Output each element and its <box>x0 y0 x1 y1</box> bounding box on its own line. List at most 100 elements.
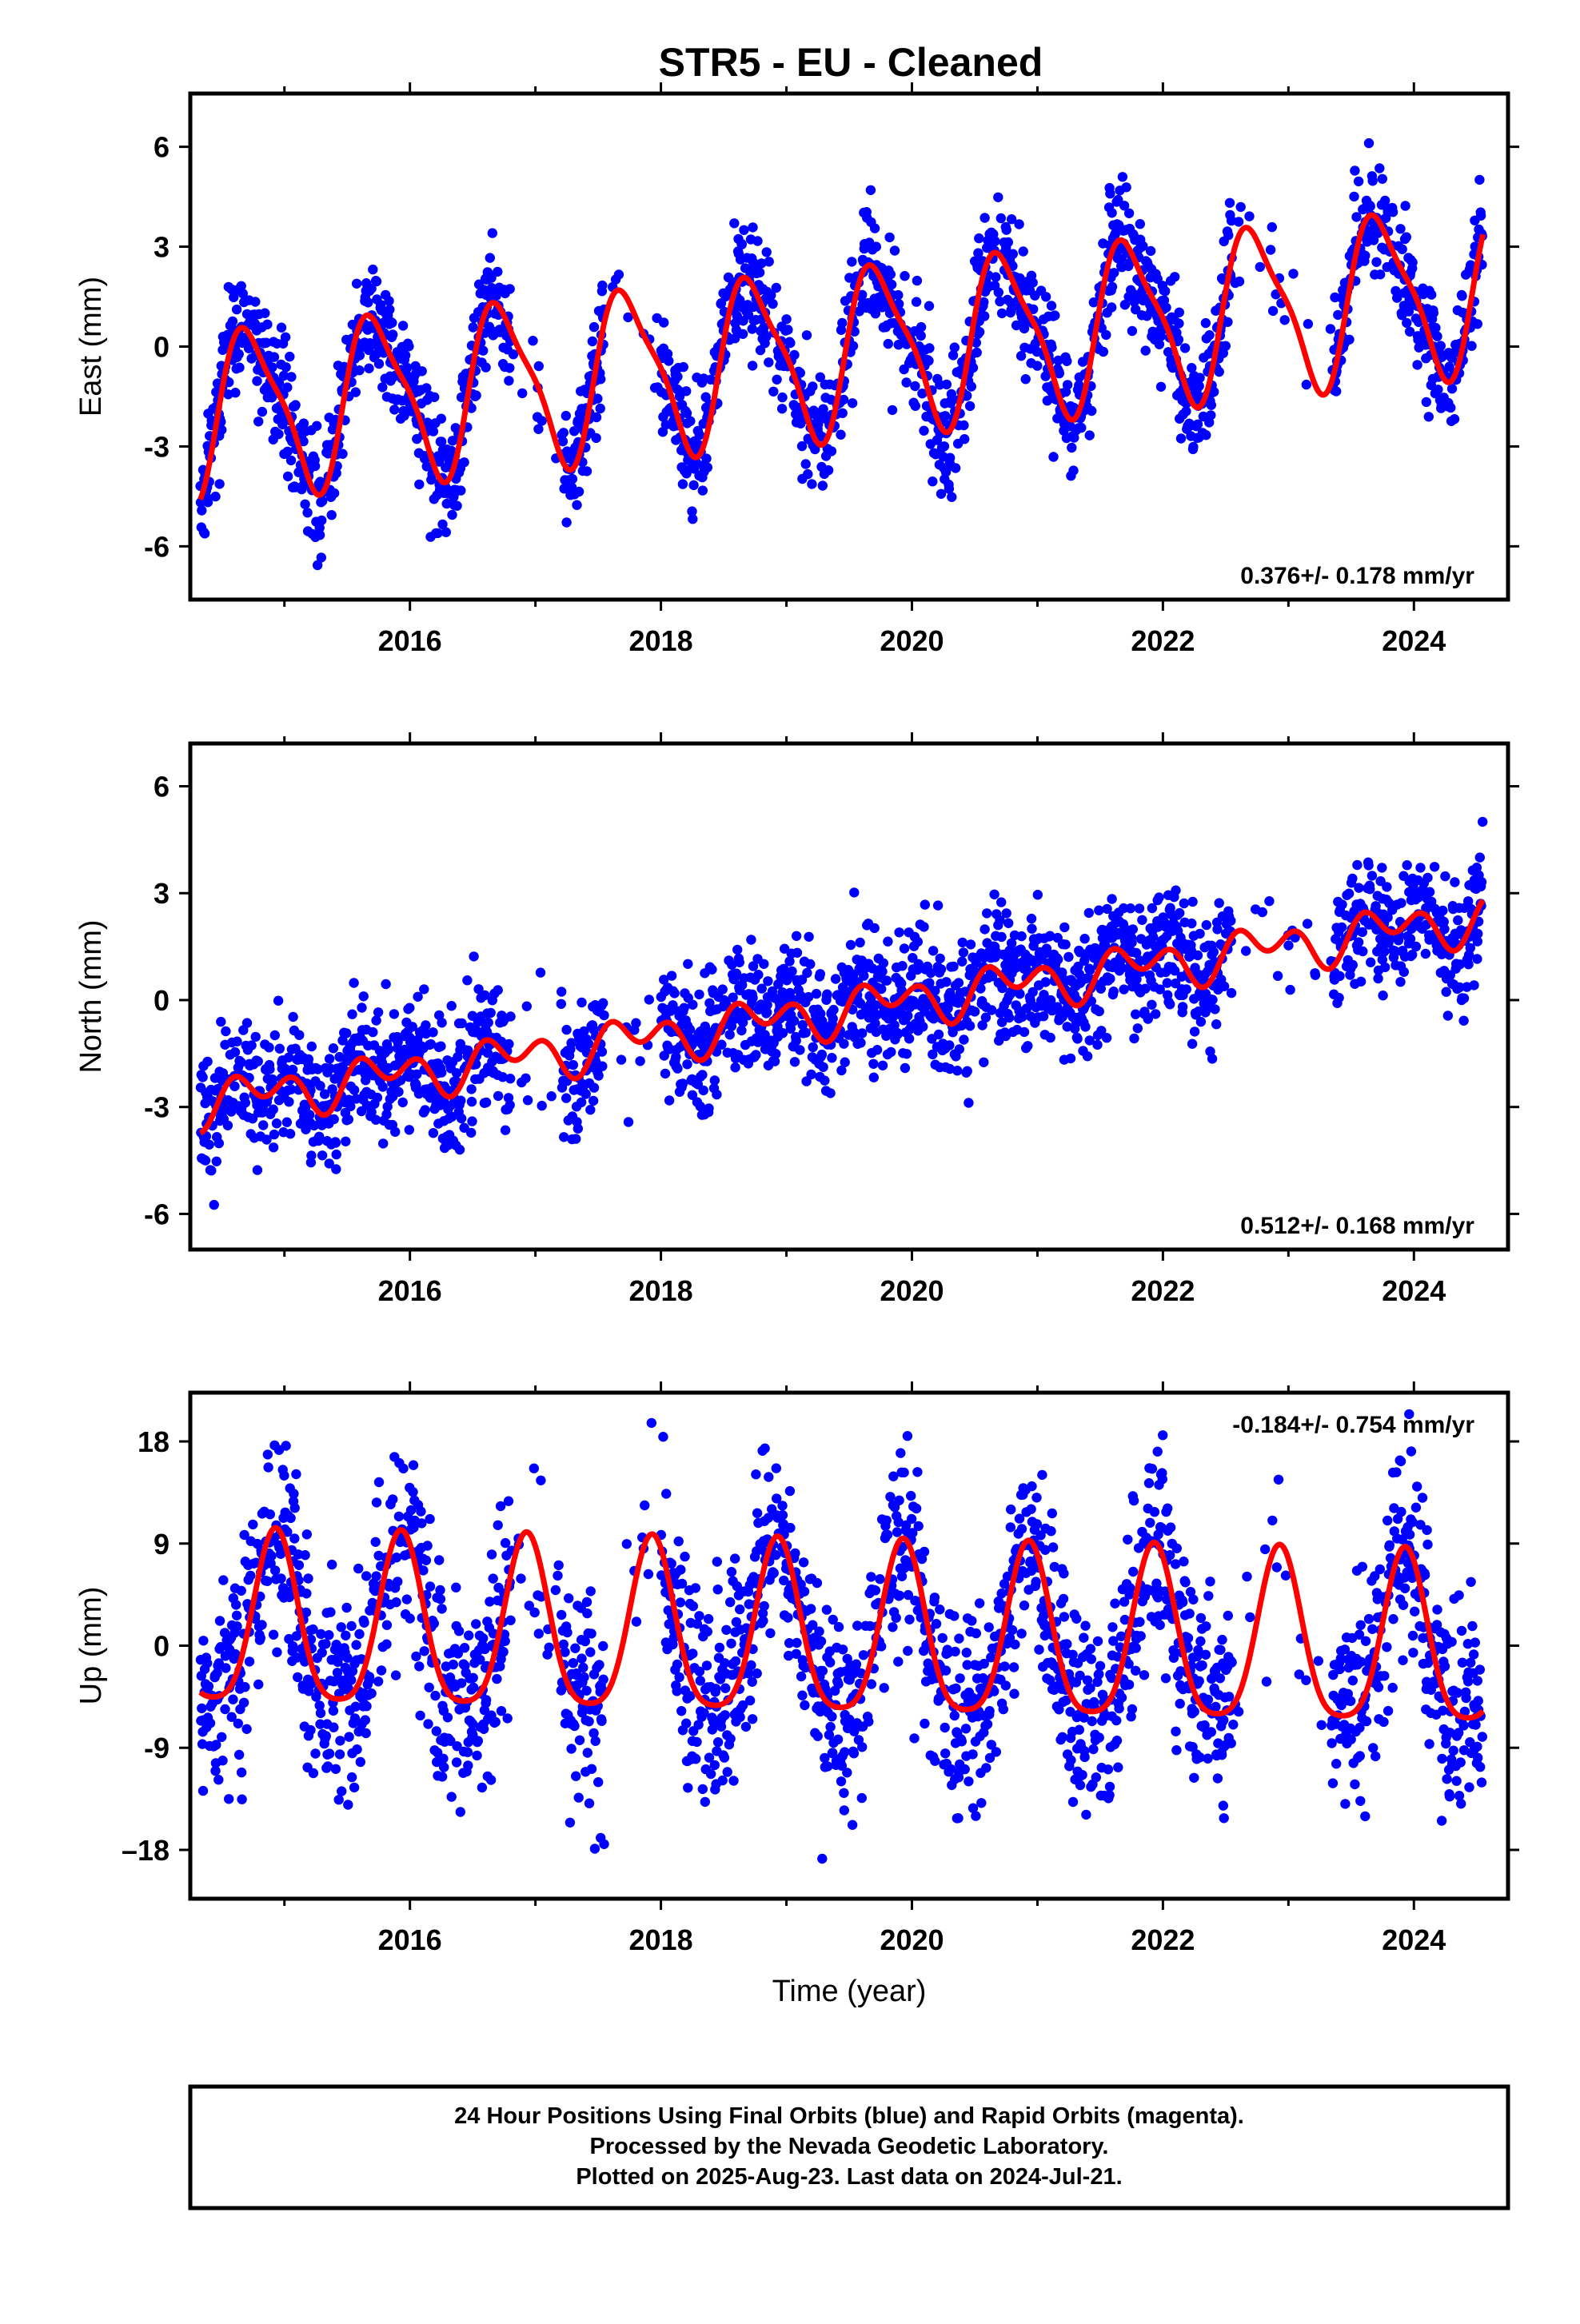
data-point <box>764 1472 773 1481</box>
data-point <box>1107 282 1117 292</box>
data-point <box>589 322 599 332</box>
data-point <box>1053 955 1063 964</box>
data-point <box>1170 272 1179 281</box>
data-point <box>827 1053 836 1062</box>
data-point <box>955 1044 964 1054</box>
data-point <box>394 1512 404 1521</box>
data-point <box>706 1769 716 1779</box>
data-point <box>947 492 956 502</box>
data-point <box>1207 401 1216 410</box>
data-point <box>405 1125 414 1134</box>
data-point <box>1398 245 1407 254</box>
data-point <box>473 1736 483 1745</box>
data-point <box>944 1040 954 1050</box>
data-point <box>920 899 930 909</box>
data-point <box>557 987 566 996</box>
data-point <box>545 1643 554 1652</box>
data-point <box>270 1030 280 1040</box>
data-point <box>1107 208 1116 217</box>
data-point <box>437 414 446 424</box>
data-point <box>872 1045 882 1054</box>
data-point <box>300 1550 309 1560</box>
data-point <box>704 1103 713 1113</box>
data-point <box>237 1795 246 1804</box>
data-point <box>1244 211 1254 221</box>
data-point <box>561 517 571 527</box>
data-point <box>451 1583 461 1593</box>
data-point <box>1225 198 1235 208</box>
data-point <box>911 401 920 411</box>
data-point <box>459 457 469 467</box>
data-point <box>575 1736 585 1745</box>
data-point <box>1107 894 1116 903</box>
y-tick-label: 3 <box>154 231 170 264</box>
y-tick-label: 3 <box>154 877 170 910</box>
data-point <box>1060 939 1070 949</box>
data-point <box>363 297 373 307</box>
x-tick-label: 2022 <box>1131 1274 1195 1307</box>
data-point <box>335 1749 345 1759</box>
data-point <box>644 995 654 1004</box>
data-point <box>289 1489 298 1498</box>
data-point <box>1268 306 1278 316</box>
data-point <box>309 1768 318 1778</box>
data-point <box>828 1005 838 1015</box>
data-point <box>1033 890 1043 899</box>
data-point <box>464 1631 473 1640</box>
data-point <box>1396 898 1406 907</box>
data-point <box>599 1840 608 1849</box>
data-point <box>349 978 358 987</box>
data-point <box>816 969 825 979</box>
data-point <box>1283 940 1293 950</box>
data-point <box>919 922 928 931</box>
data-point <box>765 1628 775 1638</box>
data-point <box>577 998 586 1007</box>
data-point <box>245 1656 254 1666</box>
data-point <box>1326 324 1335 333</box>
data-point <box>792 948 802 958</box>
data-point <box>467 1116 477 1126</box>
data-point <box>428 1027 437 1037</box>
data-point <box>537 1101 547 1110</box>
data-point <box>269 1130 279 1139</box>
data-point <box>357 1003 366 1012</box>
data-point <box>217 1732 226 1742</box>
data-point <box>1195 929 1204 939</box>
data-point <box>1201 318 1211 328</box>
data-point <box>1366 201 1375 211</box>
data-point <box>902 1049 912 1058</box>
data-point <box>970 1007 980 1016</box>
data-point <box>1429 308 1438 317</box>
data-point <box>752 1509 762 1518</box>
data-point <box>1195 373 1204 382</box>
data-point <box>398 1098 408 1107</box>
data-point <box>317 516 326 525</box>
data-point <box>951 463 960 472</box>
data-point <box>597 1062 607 1071</box>
data-point <box>214 479 224 488</box>
data-point <box>1212 924 1222 934</box>
data-point <box>272 1648 281 1657</box>
data-point <box>1003 237 1013 247</box>
data-point <box>924 301 934 311</box>
data-point <box>221 1026 230 1036</box>
data-point <box>996 932 1006 942</box>
data-point <box>429 1128 438 1138</box>
data-point <box>1466 341 1476 351</box>
data-point <box>253 1165 262 1174</box>
data-point <box>870 923 880 933</box>
data-point <box>414 1661 424 1671</box>
data-point <box>746 1660 756 1670</box>
data-point <box>598 1641 608 1651</box>
data-point <box>351 387 361 397</box>
data-point <box>561 411 571 421</box>
data-point <box>847 257 856 266</box>
data-point <box>738 329 748 339</box>
y-tick-label: -3 <box>144 1091 170 1124</box>
data-point <box>391 1597 401 1607</box>
data-point <box>341 1603 351 1612</box>
data-point <box>980 924 989 934</box>
data-point <box>215 1616 225 1625</box>
data-point <box>805 959 815 969</box>
